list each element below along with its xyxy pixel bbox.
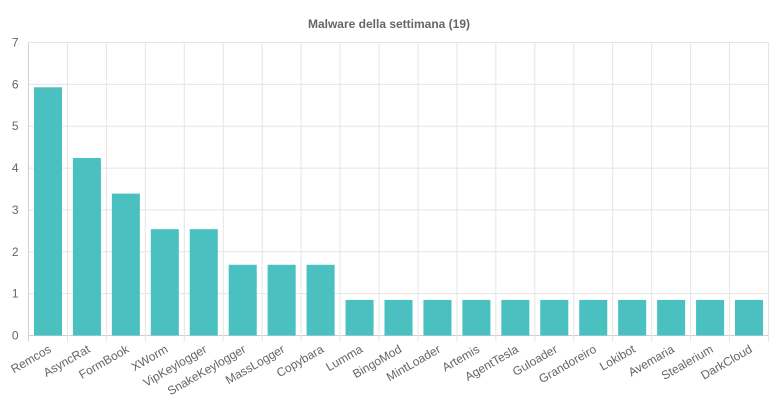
y-tick-label: 1	[12, 287, 19, 301]
y-tick-label: 3	[12, 203, 19, 217]
bar-copybara[interactable]	[306, 264, 335, 336]
bar-agenttesla[interactable]	[501, 299, 530, 336]
chart-title: Malware della settimana (19)	[308, 17, 470, 31]
grid	[28, 42, 769, 342]
bar-bingomod[interactable]	[384, 299, 413, 336]
bar-snakekeylogger[interactable]	[228, 264, 257, 336]
bar-lumma[interactable]	[345, 299, 374, 336]
bar-remcos[interactable]	[33, 87, 62, 336]
bars	[33, 87, 764, 336]
bar-artemis[interactable]	[462, 299, 491, 336]
y-tick-label: 6	[12, 77, 19, 91]
bar-vipkeylogger[interactable]	[189, 229, 218, 336]
bar-guloader[interactable]	[540, 299, 569, 336]
y-axis-ticks: 0 1 2 3 4 5 6 7	[12, 36, 19, 343]
y-tick-label: 7	[12, 36, 19, 50]
y-tick-label: 5	[12, 119, 19, 133]
bar-formbook[interactable]	[111, 193, 140, 336]
y-tick-label: 4	[12, 161, 19, 175]
bar-lokibot[interactable]	[618, 299, 647, 336]
bar-asyncrat[interactable]	[72, 158, 101, 336]
bar-mintloader[interactable]	[423, 299, 452, 336]
bar-xworm[interactable]	[150, 229, 179, 336]
y-tick-label: 0	[12, 329, 19, 343]
bar-masslogger[interactable]	[267, 264, 296, 336]
x-axis-ticks: RemcosAsyncRatFormBookXWormVipKeyloggerS…	[8, 341, 754, 398]
bar-avemaria[interactable]	[657, 299, 686, 336]
bar-stealerium[interactable]	[696, 299, 725, 336]
bar-darkcloud[interactable]	[735, 299, 764, 336]
y-tick-label: 2	[12, 245, 19, 259]
bar-grandoreiro[interactable]	[579, 299, 608, 336]
